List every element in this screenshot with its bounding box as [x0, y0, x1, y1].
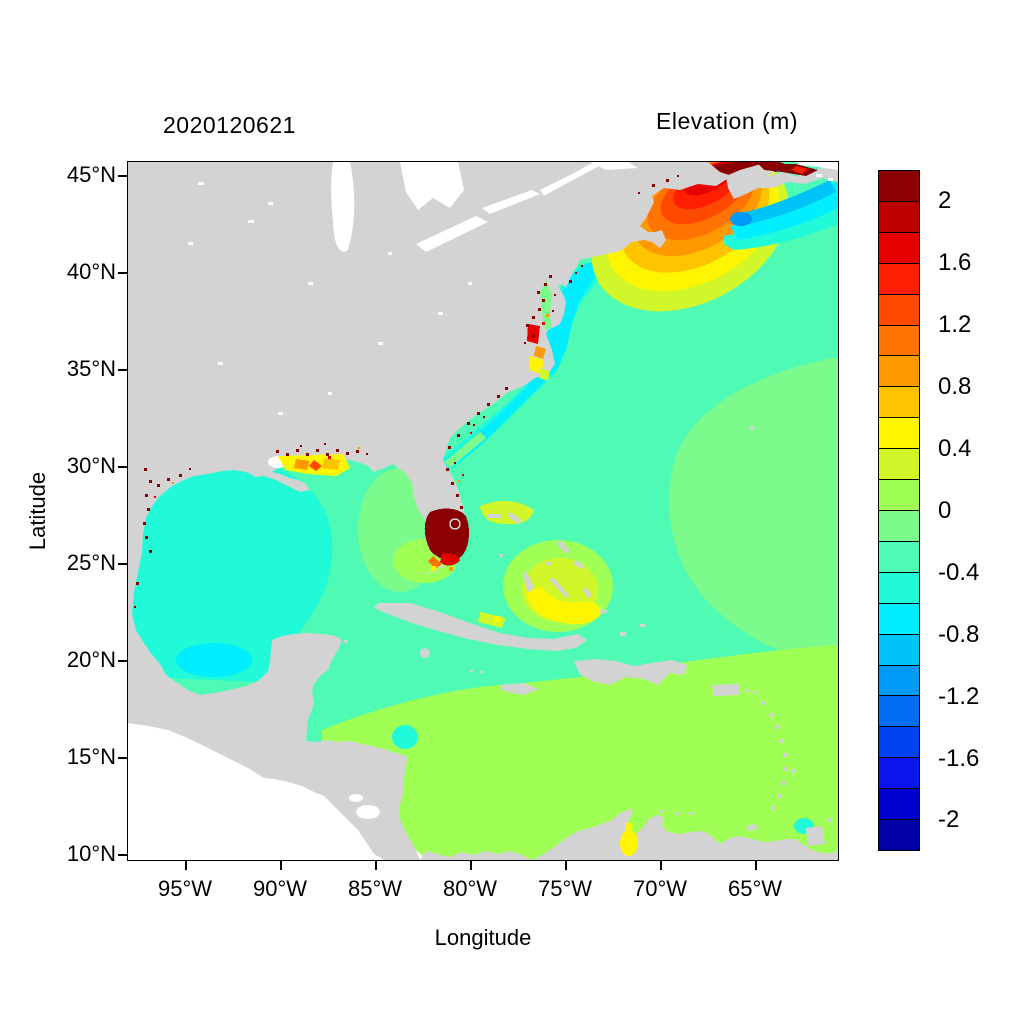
isle-of-youth-island — [420, 648, 430, 658]
y-axis-tick-label: 10°N — [66, 841, 116, 866]
colorbar — [878, 170, 920, 851]
abc-and-margarita-islands — [660, 810, 758, 831]
hispaniola-island — [574, 659, 688, 685]
y-axis-tick — [118, 175, 127, 177]
x-axis-tick — [660, 861, 662, 870]
colorbar-tick-label: 0.4 — [938, 435, 972, 462]
x-axis-tick-label: 85°W — [347, 876, 403, 901]
x-axis-tick-label: 70°W — [632, 876, 688, 901]
colorbar-segment — [879, 695, 919, 727]
x-axis-tick — [185, 861, 187, 870]
colorbar-tick-label: 2 — [938, 187, 952, 214]
colorbar-segment — [879, 479, 919, 510]
colorbar-tick-label: 1.2 — [938, 311, 972, 338]
y-axis-tick — [118, 757, 127, 759]
bermuda-island — [750, 426, 754, 430]
colorbar-segment — [879, 757, 919, 789]
colorbar-segment — [879, 293, 919, 325]
x-axis-tick — [375, 861, 377, 870]
colorbar-tick-label: -1.6 — [938, 745, 980, 772]
colorbar-segment — [879, 171, 919, 201]
trinidad-island — [806, 818, 831, 846]
nova-scotia-cold-band — [724, 180, 838, 250]
south-florida-flood — [424, 508, 470, 561]
date-title: 2020120621 — [163, 112, 296, 138]
south-america-landmass — [532, 809, 838, 860]
y-axis-tick-label: 45°N — [66, 162, 116, 187]
cuba-island — [374, 603, 587, 651]
y-axis-tick — [118, 272, 127, 274]
colorbar-tick-label: -0.4 — [938, 559, 980, 586]
y-axis-tick — [118, 854, 127, 856]
map-frame — [127, 161, 839, 861]
colorbar-segment — [879, 788, 919, 820]
colorbar-segment — [879, 571, 919, 603]
y-axis-title: Latitude — [25, 471, 50, 551]
lesser-antilles-islands — [746, 689, 796, 810]
colorbar-segment — [879, 448, 919, 480]
cayman-islands — [470, 670, 483, 673]
y-axis-tick — [118, 369, 127, 371]
colorbar-segment — [879, 509, 919, 541]
y-axis-tick-label: 35°N — [66, 356, 116, 381]
x-axis-tick-label: 80°W — [442, 876, 498, 901]
y-axis-tick-label: 30°N — [66, 453, 116, 478]
x-axis-tick-label: 95°W — [157, 876, 213, 901]
x-axis-tick — [280, 861, 282, 870]
colorbar-tick-label: -1.2 — [938, 683, 980, 710]
colorbar-tick-label: 0 — [938, 497, 952, 524]
colorbar-segment — [879, 386, 919, 418]
colorbar-segment — [879, 819, 919, 850]
x-axis-tick-label: 90°W — [252, 876, 308, 901]
y-axis-tick-label: 15°N — [66, 744, 116, 769]
x-axis-tick-label: 75°W — [537, 876, 593, 901]
colorbar-segment — [879, 262, 919, 294]
x-axis-tick — [565, 861, 567, 870]
map-plot — [128, 162, 838, 860]
puerto-rico-island — [712, 684, 740, 696]
x-axis-tick — [755, 861, 757, 870]
colorbar-tick-label: 0.8 — [938, 373, 972, 400]
north-central-america-landmass — [128, 162, 732, 860]
minas-basin-surge-spot — [792, 166, 808, 174]
colorbar-segment — [879, 633, 919, 665]
y-axis-tick — [118, 660, 127, 662]
colorbar-segment — [879, 324, 919, 356]
y-axis-tick-label: 25°N — [66, 550, 116, 575]
panama-landmass — [420, 851, 532, 860]
jamaica-island — [500, 683, 539, 695]
colorbar-segment — [879, 355, 919, 387]
y-axis-tick-label: 40°N — [66, 259, 116, 284]
cozumel-island — [344, 640, 348, 643]
colorbar-segment — [879, 726, 919, 758]
colorbar-segment — [879, 602, 919, 634]
florida-keys-islands — [421, 566, 443, 574]
colorbar-title: Elevation (m) — [656, 108, 798, 134]
colorbar-segment — [879, 664, 919, 696]
flooding-overlays-layer — [134, 164, 818, 856]
y-axis-tick — [118, 563, 127, 565]
colorbar-segment — [879, 200, 919, 232]
y-axis-tick — [118, 466, 127, 468]
colorbar-tick-label: -0.8 — [938, 621, 980, 648]
x-axis-tick — [470, 861, 472, 870]
colorbar-segment — [879, 417, 919, 449]
inland-lakes-layer — [188, 162, 838, 819]
lake-okeechobee-outline — [449, 518, 461, 530]
y-axis-tick-label: 20°N — [66, 647, 116, 672]
colorbar-tick-label: -2 — [938, 806, 960, 833]
colorbar-segment — [879, 231, 919, 263]
colorbar-tick-label: 1.6 — [938, 249, 972, 276]
x-axis-title: Longitude — [434, 925, 532, 950]
x-axis-tick-label: 65°W — [727, 876, 783, 901]
colorbar-segment — [879, 540, 919, 572]
